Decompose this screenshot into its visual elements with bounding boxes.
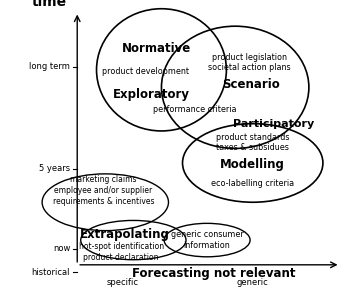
Text: hot-spot identification
product declaration: hot-spot identification product declarat… — [79, 242, 164, 262]
Text: product development: product development — [102, 67, 189, 76]
Text: generic: generic — [237, 278, 269, 287]
Text: Extrapolating: Extrapolating — [80, 228, 170, 241]
Text: eco-labelling criteria: eco-labelling criteria — [211, 179, 294, 188]
Text: generic consumer
information: generic consumer information — [171, 230, 244, 250]
Text: now: now — [53, 244, 70, 253]
Text: product legislation
societal action plans: product legislation societal action plan… — [208, 53, 291, 72]
Text: Scenario: Scenario — [222, 78, 280, 91]
Text: time: time — [32, 0, 67, 9]
Text: product standards
taxes & subsidues: product standards taxes & subsidues — [216, 133, 290, 152]
Text: Exploratory: Exploratory — [112, 88, 190, 101]
Text: Forecasting not relevant: Forecasting not relevant — [132, 267, 296, 280]
Text: 5 years: 5 years — [39, 164, 70, 173]
Text: Normative: Normative — [121, 42, 191, 54]
Text: performance criteria: performance criteria — [153, 105, 237, 113]
Text: marketing claims
employee and/or supplier
requirements & incentives: marketing claims employee and/or supplie… — [53, 175, 154, 206]
Text: Participatory: Participatory — [233, 119, 314, 129]
Text: specific: specific — [107, 278, 139, 287]
Text: historical: historical — [32, 268, 70, 276]
Text: long term: long term — [29, 63, 70, 71]
Text: Modelling: Modelling — [220, 158, 285, 171]
